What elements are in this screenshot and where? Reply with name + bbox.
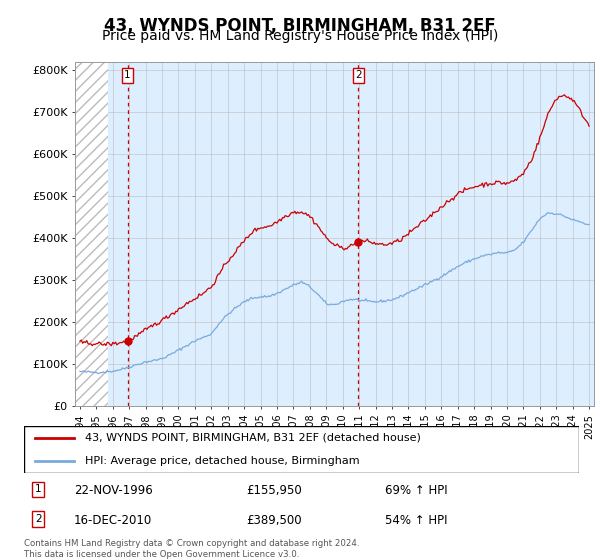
Text: 1: 1	[35, 484, 42, 494]
FancyBboxPatch shape	[24, 426, 579, 473]
Text: 2: 2	[35, 514, 42, 524]
Text: 43, WYNDS POINT, BIRMINGHAM, B31 2EF (detached house): 43, WYNDS POINT, BIRMINGHAM, B31 2EF (de…	[85, 432, 421, 442]
Text: HPI: Average price, detached house, Birmingham: HPI: Average price, detached house, Birm…	[85, 456, 359, 466]
Text: 1: 1	[124, 70, 131, 80]
Text: 2: 2	[355, 70, 362, 80]
Text: 16-DEC-2010: 16-DEC-2010	[74, 514, 152, 527]
Text: 69% ↑ HPI: 69% ↑ HPI	[385, 484, 448, 497]
Text: £155,950: £155,950	[246, 484, 302, 497]
Bar	[75, 62, 108, 406]
Text: Price paid vs. HM Land Registry's House Price Index (HPI): Price paid vs. HM Land Registry's House …	[102, 29, 498, 43]
Text: 22-NOV-1996: 22-NOV-1996	[74, 484, 152, 497]
Text: 43, WYNDS POINT, BIRMINGHAM, B31 2EF: 43, WYNDS POINT, BIRMINGHAM, B31 2EF	[104, 17, 496, 35]
Text: £389,500: £389,500	[246, 514, 302, 527]
Text: Contains HM Land Registry data © Crown copyright and database right 2024.
This d: Contains HM Land Registry data © Crown c…	[24, 539, 359, 559]
Text: 54% ↑ HPI: 54% ↑ HPI	[385, 514, 447, 527]
